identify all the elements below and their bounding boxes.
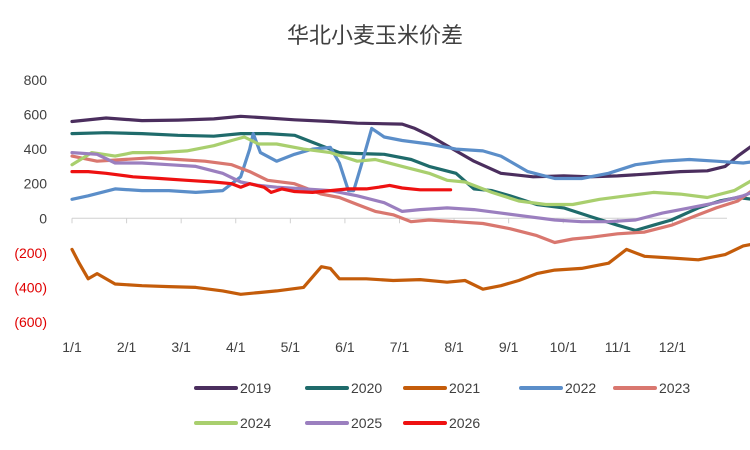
- y-tick-label: 400: [24, 141, 48, 157]
- x-tick-label: 7/1: [390, 339, 410, 355]
- series-line-2020: [70, 131, 750, 232]
- series-line-2025: [70, 151, 750, 224]
- legend-label-2020: 2020: [351, 380, 382, 396]
- y-tick-label: 800: [24, 72, 48, 88]
- x-tick-label: 9/1: [499, 339, 519, 355]
- legend-label-2023: 2023: [659, 380, 690, 396]
- series-line-2024: [70, 135, 750, 207]
- legend-label-2026: 2026: [449, 415, 480, 431]
- y-tick-label: (200): [14, 245, 47, 261]
- x-tick-label: 2/1: [117, 339, 137, 355]
- plot-area: [70, 114, 750, 296]
- y-tick-label: 0: [39, 210, 47, 226]
- y-tick-label: (600): [14, 314, 47, 330]
- legend-label-2022: 2022: [565, 380, 596, 396]
- legend-label-2019: 2019: [240, 380, 271, 396]
- y-tick-label: (400): [14, 279, 47, 295]
- x-tick-label: 3/1: [171, 339, 191, 355]
- legend: 2019 2020 2021 2022 2023 2024 2025 2026: [194, 380, 690, 431]
- y-axis-ticks: 800 600 400 200 0 (200) (400) (600): [14, 72, 47, 330]
- legend-label-2021: 2021: [449, 380, 480, 396]
- x-tick-label: 6/1: [335, 339, 355, 355]
- series-line-2026: [70, 170, 453, 194]
- x-tick-label: 12/1: [659, 339, 686, 355]
- y-tick-label: 600: [24, 107, 48, 123]
- series-line-2022: [70, 126, 750, 201]
- x-tick-label: 8/1: [444, 339, 464, 355]
- legend-label-2025: 2025: [351, 415, 382, 431]
- chart-title: 华北小麦玉米价差: [287, 24, 463, 49]
- x-tick-label: 1/1: [62, 339, 82, 355]
- series-line-2023: [70, 154, 750, 245]
- y-tick-label: 200: [24, 176, 48, 192]
- x-tick-label: 11/1: [605, 339, 631, 355]
- x-axis: 1/1 2/1 3/1 4/1 5/1 6/1 7/1 8/1 9/1 10/1 11/1 12/1: [62, 217, 727, 355]
- series-line-2021: [70, 242, 750, 296]
- legend-label-2024: 2024: [240, 415, 271, 431]
- x-tick-label: 10/1: [550, 339, 577, 355]
- x-tick-label: 4/1: [226, 339, 246, 355]
- x-tick-label: 5/1: [281, 339, 301, 355]
